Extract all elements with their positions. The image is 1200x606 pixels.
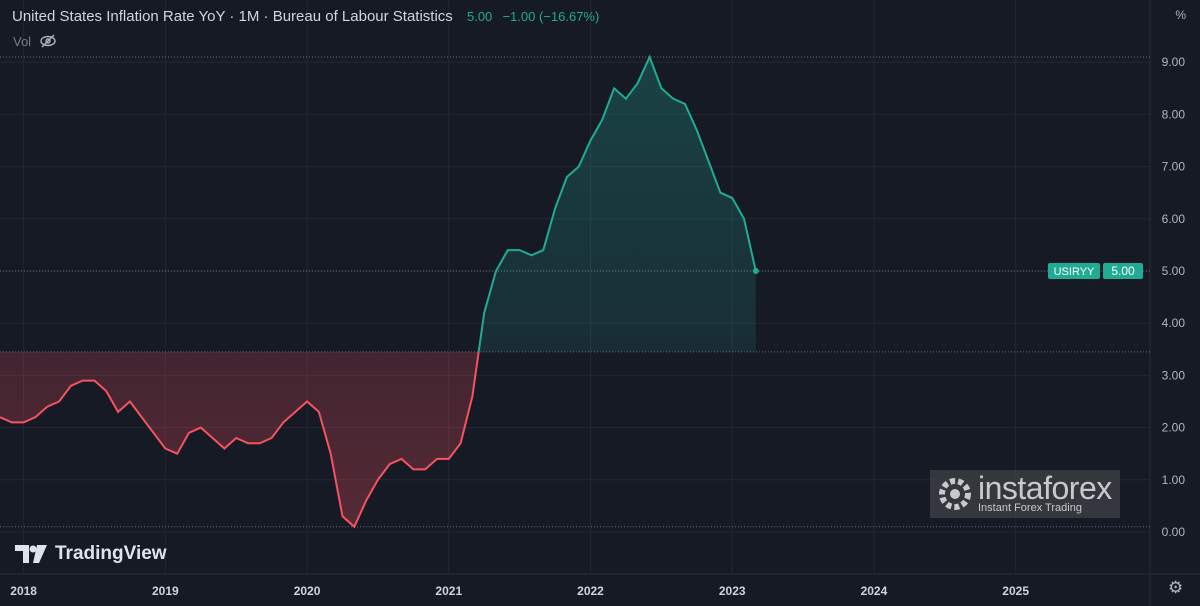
x-tick-label: 2019 — [152, 584, 179, 598]
tradingview-icon — [15, 545, 47, 563]
tradingview-logo: TradingView — [15, 543, 167, 565]
x-tick-label: 2025 — [1002, 584, 1029, 598]
series-line-above — [477, 54, 757, 352]
chart-header: United States Inflation Rate YoY · 1M · … — [12, 8, 599, 25]
y-tick-label: 1.00 — [1162, 473, 1186, 487]
symbol-label-box — [1048, 263, 1100, 279]
instaforex-name: instaforex — [978, 470, 1112, 506]
symbol-label: USIRYY — [1054, 266, 1095, 278]
vol-label: Vol — [13, 33, 32, 49]
volume-legend[interactable]: Vol — [13, 33, 57, 49]
instaforex-gear-icon — [939, 478, 971, 510]
instaforex-watermark: instaforex Instant Forex Trading — [930, 470, 1120, 518]
instaforex-tagline: Instant Forex Trading — [978, 502, 1082, 514]
x-tick-label: 2023 — [719, 584, 746, 598]
change-value: −1.00 (−16.67%) — [502, 9, 600, 24]
y-tick-label: 9.00 — [1162, 55, 1186, 69]
x-tick-label: 2018 — [10, 584, 37, 598]
eye-off-icon[interactable] — [39, 33, 57, 49]
x-tick-label: 2021 — [435, 584, 462, 598]
y-tick-label: 6.00 — [1162, 212, 1186, 226]
x-tick-label: 2024 — [861, 584, 888, 598]
y-tick-label: 7.00 — [1162, 160, 1186, 174]
y-tick-label: 0.00 — [1162, 525, 1186, 539]
x-tick-label: 2020 — [294, 584, 321, 598]
data-point — [752, 268, 759, 274]
area-fill-above — [0, 57, 756, 352]
y-tick-label: 3.00 — [1162, 368, 1186, 382]
settings-gear-icon[interactable]: ⚙ — [1168, 578, 1184, 597]
last-value: 5.00 — [466, 9, 493, 24]
tradingview-text: TradingView — [55, 543, 167, 564]
chart-title: United States Inflation Rate YoY · 1M · … — [12, 8, 453, 25]
axis-unit: % — [1175, 8, 1186, 22]
price-label: 5.00 — [1111, 264, 1135, 278]
price-label-box — [1103, 263, 1143, 279]
y-tick-label: 4.00 — [1162, 316, 1186, 330]
y-tick-label: 5.00 — [1162, 264, 1186, 278]
y-tick-label: 8.00 — [1162, 107, 1186, 121]
y-tick-label: 2.00 — [1162, 421, 1186, 435]
x-tick-label: 2022 — [577, 584, 604, 598]
series-line-below — [0, 351, 480, 529]
